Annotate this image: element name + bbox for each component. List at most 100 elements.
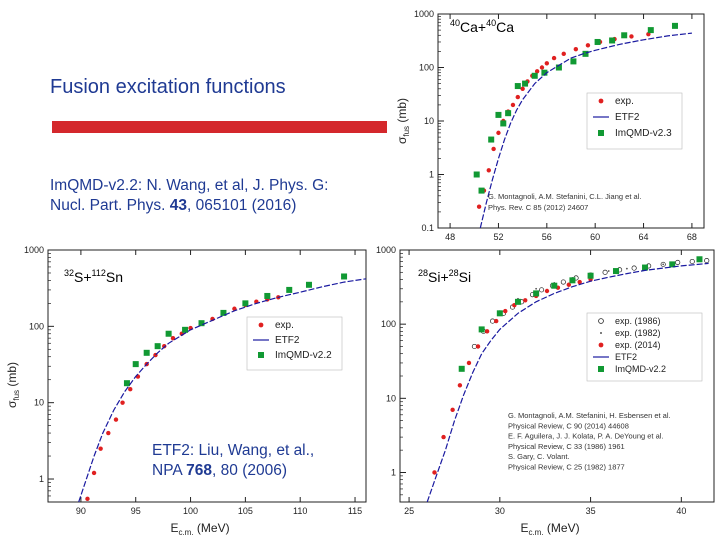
exp-1986-point [704, 258, 710, 264]
exp-point [573, 46, 579, 52]
immqd-point [473, 171, 480, 178]
legend-box [586, 312, 703, 382]
x-axis-label: Ec.m. (MeV) [520, 521, 579, 537]
x-tick-label: 52 [493, 232, 503, 242]
citation-line: E. F. Aguilera, J. J. Kolata, P. A. DeYo… [508, 432, 664, 441]
immqd-point [612, 268, 619, 275]
exp-point [544, 288, 550, 294]
exp-point [493, 318, 499, 324]
y-tick-label: 1 [391, 467, 396, 477]
system-label: 32S+112Sn [64, 268, 123, 285]
citation-line: G. Montagnoli, A.M. Stefanini, H. Esbens… [508, 411, 671, 420]
y-tick-label: 1000 [414, 9, 434, 19]
legend-exp-swatch [258, 322, 264, 328]
etf2-ref-volume: 768 [186, 462, 213, 479]
etf2-ref-journal: NPA [152, 462, 187, 479]
exp-point [441, 434, 446, 440]
x-tick-label: 48 [445, 232, 455, 242]
immqd-ref-volume: 43 [169, 197, 187, 214]
legend-label: ETF2 [615, 352, 637, 362]
x-tick-label: 35 [586, 506, 596, 516]
x-axis-label: Ec.m. (MeV) [170, 521, 229, 537]
exp-point [515, 94, 520, 100]
exp-point [466, 360, 472, 366]
exp-point [457, 383, 463, 388]
citation-line: Physical Review, C 25 (1982) 1877 [508, 463, 625, 472]
x-tick-label: 30 [495, 506, 505, 516]
y-tick-label: 0.1 [421, 223, 434, 233]
x-tick-label: 64 [639, 232, 649, 242]
immqd-point [582, 50, 589, 57]
x-tick-label: 110 [293, 506, 307, 516]
exp-point [551, 55, 557, 61]
immqd-point [488, 136, 495, 143]
exp-1986-point [539, 287, 545, 293]
immqd-point [621, 32, 628, 39]
system-label: 28Si+28Si [418, 268, 471, 285]
immqd-point [522, 80, 529, 87]
citation-line: Physical Review, C 33 (1986) 1961 [508, 442, 625, 451]
data-layer [426, 256, 710, 502]
immqd-point [647, 27, 654, 34]
exp-point [534, 69, 540, 74]
immqd-point [609, 37, 616, 44]
immqd-point [594, 38, 601, 45]
legend-label: exp. [275, 320, 294, 331]
immqd-point [531, 72, 538, 79]
immqd-point [496, 310, 503, 317]
chart-si28-si28: 25 30 35 40 1 10 100 1000 28Si+28Si Ec.m. (MeV) ex… [376, 245, 715, 537]
immqd-point [458, 365, 465, 372]
citation-line: Physical Review, C 90 (2014) 44608 [508, 421, 629, 430]
exp-point [484, 329, 490, 334]
x-tick-label: 56 [542, 232, 552, 242]
legend-immqd-swatch [598, 130, 604, 136]
y-tick-label: 100 [419, 63, 434, 73]
etf2-ref-line1: ETF2: Liu, Wang, et al., [152, 442, 315, 459]
exp-point [91, 470, 97, 476]
x-tick-label: 68 [687, 232, 697, 242]
immqd-point [242, 300, 249, 307]
immqd-point [541, 69, 548, 76]
immqd-reference: ImQMD-v2.2: N. Wang, et al, J. Phys. G: … [50, 176, 329, 216]
etf2-curve [426, 262, 709, 502]
legend: exp. (1986) exp. (1982) exp. (2014) ETF2 ImQ… [586, 312, 703, 382]
exp-point [523, 298, 528, 303]
exp-point [491, 146, 496, 152]
immqd-ref-journal: Nucl. Part. Phys. [50, 197, 170, 214]
immqd-point [286, 286, 293, 293]
exp-1986-point [560, 279, 566, 285]
immqd-point [514, 83, 521, 90]
immqd-point [514, 298, 521, 305]
exp-point [432, 470, 437, 475]
legend-label: ImQMD-v2.2 [615, 364, 666, 374]
exp-point [510, 102, 516, 108]
immqd-point [642, 264, 649, 271]
citation-line: Phys. Rev. C 85 (2012) 24607 [488, 203, 588, 212]
exp-point [496, 130, 501, 136]
immqd-point [533, 290, 540, 297]
legend-label: exp. (1986) [615, 316, 661, 326]
exp-1986-point [689, 258, 695, 265]
exp-1982-point [607, 270, 610, 272]
exp-point [486, 168, 491, 173]
immqd-point [154, 343, 161, 350]
x-tick-label: 100 [183, 506, 198, 516]
exp-point [539, 65, 545, 70]
immqd-point [220, 309, 227, 316]
y-tick-label: 10 [34, 398, 44, 408]
immqd-point [143, 349, 150, 356]
immqd-point [669, 261, 676, 268]
y-tick-label: 1 [429, 170, 434, 180]
exp-point [113, 417, 119, 422]
exp-point [561, 51, 566, 57]
exp-point [450, 407, 455, 413]
title-underline-bar [52, 121, 387, 133]
immqd-ref-pages: , 065101 (2016) [186, 197, 297, 214]
legend: exp. ETF2 ImQMD-v2.2 [246, 316, 343, 371]
exp-1982-point [662, 263, 665, 266]
exp-point [629, 34, 634, 39]
y-tick-label: 10 [386, 393, 396, 403]
immqd-point [555, 64, 562, 71]
immqd-point [505, 110, 512, 117]
legend-immqd-swatch [598, 366, 604, 372]
